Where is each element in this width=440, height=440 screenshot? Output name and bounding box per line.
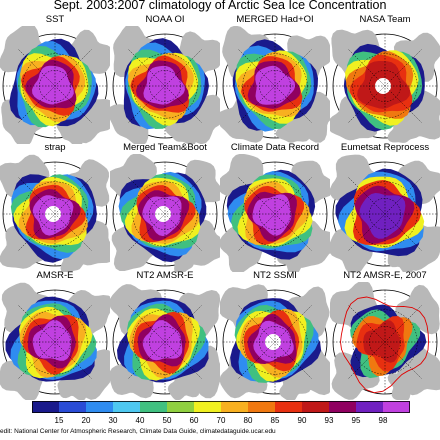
pole-hole (265, 334, 281, 350)
colorbar-tick-label: 98 (378, 416, 388, 425)
colorbar-tick-label: 15 (54, 416, 64, 425)
colorbar-tick-label: 95 (351, 416, 361, 425)
panel-label: NT2 AMSR-E (136, 270, 194, 281)
map-panel: NT2 AMSR-E (110, 270, 220, 405)
polar-map (220, 26, 330, 143)
graticule (3, 34, 107, 138)
graticule (223, 162, 327, 266)
panel-label: Merged Team&Boot (123, 142, 207, 153)
map-panel: Climate Data Record (220, 142, 330, 277)
colorbar-swatch (275, 401, 303, 413)
map-panel: AMSR-E (0, 270, 110, 405)
colorbar-tick-label: 50 (162, 416, 172, 425)
colorbar-swatch (194, 401, 222, 413)
polar-map (110, 284, 220, 400)
panel-label: NT2 AMSR-E, 2007 (343, 270, 427, 281)
colorbar-swatch (302, 401, 330, 413)
panel-label: strap (44, 142, 66, 153)
panel-label: NOAA OI (145, 14, 185, 25)
land-mask (110, 26, 220, 144)
polar-map (0, 26, 110, 144)
colorbar-tick-label: 70 (216, 416, 226, 425)
colorbar-swatch (140, 401, 168, 413)
polar-map (0, 154, 110, 272)
colorbar-swatch (59, 401, 87, 413)
panel-label: Climate Data Record (230, 142, 320, 153)
polar-map (220, 154, 330, 272)
colorbar-tick-label: 93 (324, 416, 334, 425)
map-panel: NT2 SSMI (220, 270, 330, 405)
map-panel: NOAA OI (110, 14, 220, 149)
pole-hole (375, 78, 391, 94)
panel-label: AMSR-E (36, 270, 74, 281)
colorbar-swatch (356, 401, 384, 413)
colorbar-tick-label: 40 (135, 416, 145, 425)
polar-map (110, 154, 220, 272)
panel-label: SST (45, 14, 65, 25)
graticule (223, 34, 327, 138)
polar-map (330, 282, 440, 400)
colorbar-swatch (167, 401, 195, 413)
sea-ice-field (232, 39, 318, 132)
map-panel: NASA Team (330, 14, 440, 149)
colorbar-tick-label: 20 (81, 416, 91, 425)
sea-ice-field (5, 296, 97, 382)
panel-label: MERGED Had+OI (236, 14, 314, 25)
colorbar-swatch (383, 401, 410, 413)
colorbar (32, 401, 410, 413)
colorbar-tick-label: 60 (189, 416, 199, 425)
graticule (3, 162, 107, 266)
panel-label: Eumetsat Reprocess (340, 142, 430, 153)
graticule (113, 162, 217, 266)
pole-hole (155, 206, 171, 222)
credit-line: edit: National Center for Atmospheric Re… (0, 428, 276, 435)
graticule (223, 290, 327, 394)
map-title: Sept. 2003:2007 climatology of Arctic Se… (53, 0, 387, 12)
polar-map (0, 282, 110, 400)
graticule (333, 162, 437, 266)
graticule (113, 290, 217, 394)
colorbar-swatch (248, 401, 276, 413)
colorbar-tick-label: 80 (243, 416, 253, 425)
map-panel: SST (0, 14, 110, 149)
map-panel: NT2 AMSR-E, 2007 (330, 270, 440, 405)
sea-ice-field (123, 38, 209, 130)
graticule (3, 290, 107, 394)
sea-ice-field (226, 169, 316, 260)
graticule (333, 34, 437, 138)
sea-ice-field (117, 297, 209, 383)
colorbar-swatch (113, 401, 141, 413)
colorbar-swatch (329, 401, 357, 413)
graticule (113, 34, 217, 138)
polar-map (330, 29, 440, 143)
graticule (333, 290, 437, 394)
map-panel: Merged Team&Boot (110, 142, 220, 277)
polar-map (220, 284, 330, 400)
colorbar-tick-label: 90 (297, 416, 307, 425)
colorbar-tick-label: 30 (108, 416, 118, 425)
map-panel: MERGED Had+OI (220, 14, 330, 149)
polar-map (110, 26, 220, 144)
colorbar-tick-label: 85 (270, 416, 280, 425)
panel-label: NASA Team (359, 14, 411, 25)
colorbar-swatch (32, 401, 60, 413)
polar-map (330, 154, 440, 272)
map-panel: Eumetsat Reprocess (330, 142, 440, 277)
colorbar-swatch (221, 401, 249, 413)
colorbar-swatch (86, 401, 114, 413)
panel-label: NT2 SSMI (253, 270, 297, 281)
sea-ice-field (350, 304, 427, 379)
pole-hole (45, 206, 61, 222)
map-panel: strap (0, 142, 110, 277)
